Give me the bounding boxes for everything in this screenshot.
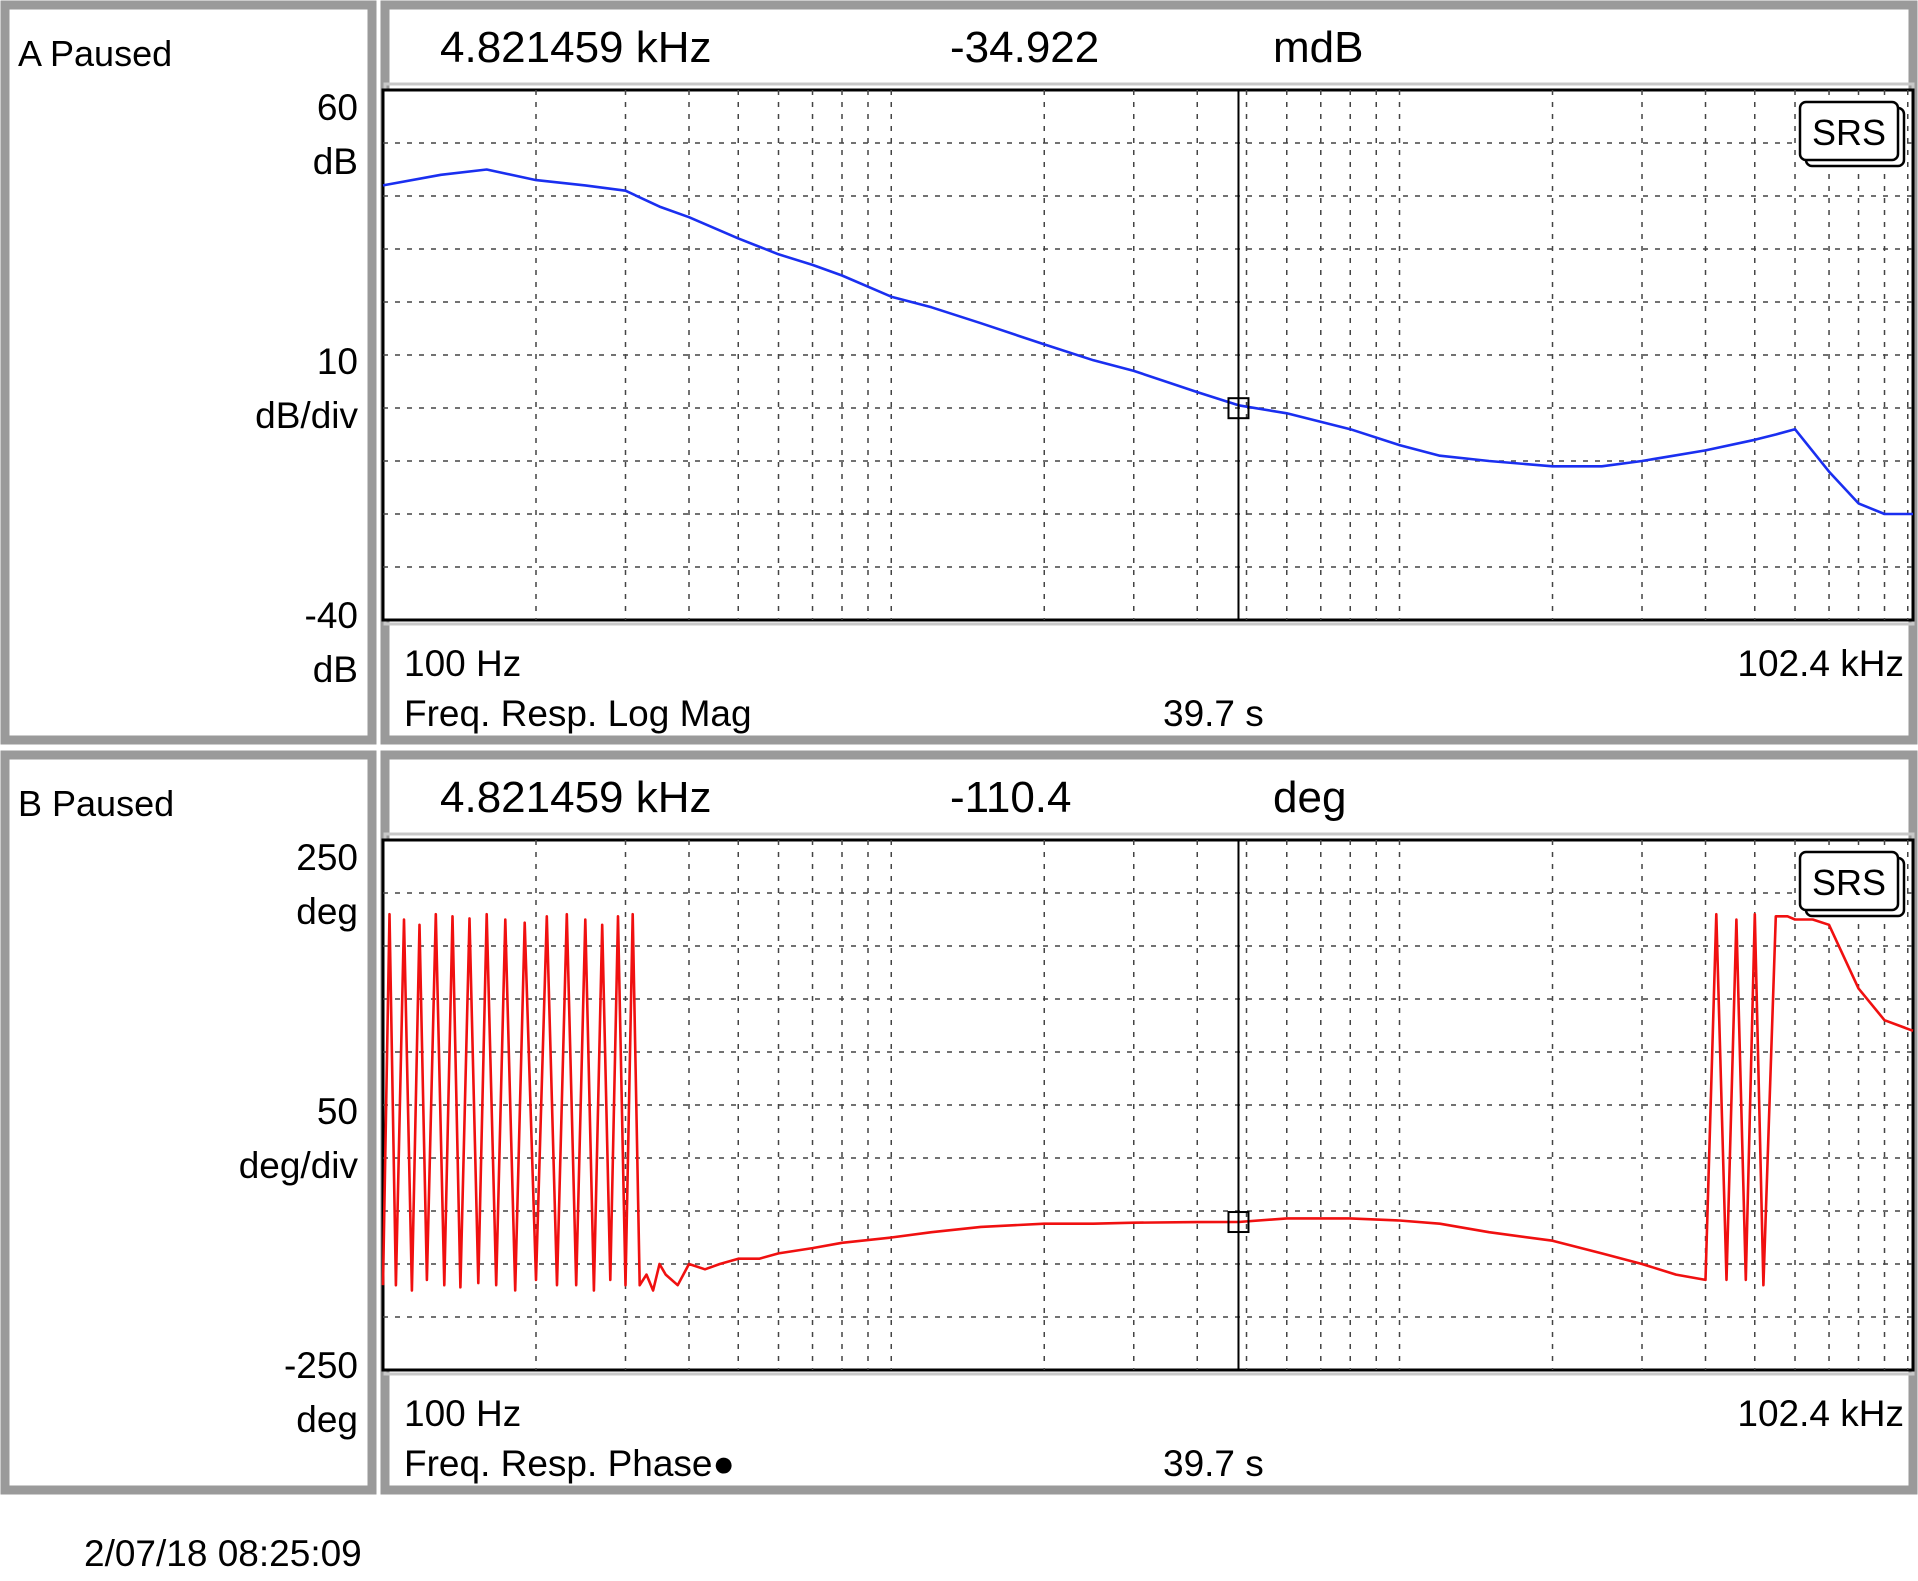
panel-b-ybottom-value: -250 bbox=[284, 1345, 358, 1386]
panel-b-trace bbox=[381, 912, 1914, 1292]
panel-b-time: 39.7 s bbox=[1163, 1443, 1264, 1484]
panel-b-left-frame bbox=[0, 750, 377, 1495]
panel-a-series-0-line bbox=[382, 168, 1913, 516]
panel-a-srs-badge: SRS bbox=[1798, 100, 1906, 168]
panel-b-ytop-unit: deg bbox=[296, 891, 358, 932]
panel-b-cursor-unit: deg bbox=[1273, 773, 1346, 822]
panel-b-cursor-freq: 4.821459 kHz bbox=[440, 773, 712, 822]
panel-b-xend: 102.4 kHz bbox=[1737, 1393, 1904, 1434]
panel-a-cursor-unit: mdB bbox=[1273, 23, 1363, 72]
panel-a-ytop-value: 60 bbox=[317, 87, 358, 128]
panel-b-ybottom-unit: deg bbox=[296, 1399, 358, 1440]
panel-a-srs-label: SRS bbox=[1812, 112, 1886, 153]
panel-a-status: A Paused bbox=[18, 33, 172, 74]
panel-a-yscale-unit: dB/div bbox=[255, 395, 358, 436]
panel-a-cursor-freq: 4.821459 kHz bbox=[440, 23, 712, 72]
panel-b-cursor-value: -110.4 bbox=[950, 773, 1072, 822]
panel-b-status: B Paused bbox=[18, 783, 174, 824]
panel-b-srs-badge: SRS bbox=[1798, 850, 1906, 918]
panel-b-cursor[interactable] bbox=[1227, 840, 1250, 1370]
panel-a-cursor-value: -34.922 bbox=[950, 23, 1099, 72]
panel-a-xstart: 100 Hz bbox=[404, 643, 521, 684]
panel-a-trace bbox=[382, 168, 1913, 516]
panel-b-srs-label: SRS bbox=[1812, 862, 1886, 903]
panel-a-cursor-marker[interactable] bbox=[1227, 397, 1250, 420]
panel-a-ybottom-value: -40 bbox=[305, 595, 358, 636]
panel-a-time: 39.7 s bbox=[1163, 693, 1264, 734]
panel-b-series-0-line bbox=[381, 912, 1914, 1292]
panel-a-left-frame bbox=[0, 0, 377, 745]
timestamp: 2/07/18 08:25:09 bbox=[84, 1533, 362, 1574]
panel-a-cursor[interactable] bbox=[1227, 90, 1250, 620]
panel-b-grid bbox=[383, 840, 1913, 1370]
panel-b-yscale-value: 50 bbox=[317, 1091, 358, 1132]
panel-b: B Paused 4.821459 kHz -110.4 deg 250 deg… bbox=[0, 750, 1918, 1495]
panel-b-measurement: Freq. Resp. Phase● bbox=[404, 1443, 735, 1484]
panel-a-measurement: Freq. Resp. Log Mag bbox=[404, 693, 752, 734]
panel-b-cursor-marker[interactable] bbox=[1227, 1211, 1250, 1234]
panel-a-ybottom-unit: dB bbox=[313, 649, 358, 690]
panel-a-grid bbox=[383, 90, 1913, 620]
panel-b-xstart: 100 Hz bbox=[404, 1393, 521, 1434]
panel-a-yscale-value: 10 bbox=[317, 341, 358, 382]
panel-a-ytop-unit: dB bbox=[313, 141, 358, 182]
panel-a-xend: 102.4 kHz bbox=[1737, 643, 1904, 684]
panel-b-yscale-unit: deg/div bbox=[239, 1145, 359, 1186]
panel-b-ytop-value: 250 bbox=[296, 837, 358, 878]
panel-a: A Paused 4.821459 kHz -34.922 mdB 60 dB … bbox=[0, 0, 1918, 745]
